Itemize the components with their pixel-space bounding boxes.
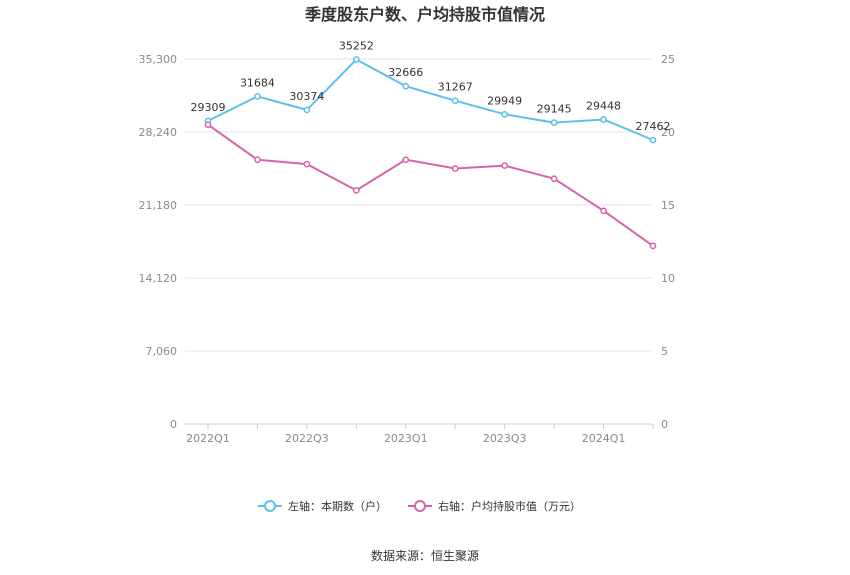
x-axis-tick-label: 2022Q1 (186, 432, 230, 445)
left-axis-tick-label: 28,240 (139, 126, 178, 139)
series-layer (204, 56, 657, 250)
data-label: 29145 (537, 103, 572, 116)
left-axis-tick-label: 7,060 (146, 345, 178, 358)
data-label: 27462 (636, 120, 671, 133)
axis-layer: 0 0 7,060 5 14,120 10 21,180 15 28,240 20 35,300 25… (139, 53, 676, 445)
legend-label: 右轴：户均持股市值（万元） (438, 499, 581, 513)
right-axis-tick-label: 25 (661, 53, 675, 66)
legend-swatch-marker (414, 500, 426, 512)
data-label: 35252 (339, 39, 374, 52)
data-label: 32666 (388, 66, 423, 79)
data-point[interactable] (254, 156, 261, 164)
data-label: 31684 (240, 76, 275, 89)
data-point[interactable] (204, 121, 212, 129)
legend[interactable]: 左轴：本期数（户） 右轴：户均持股市值（万元） (258, 499, 581, 513)
right-axis-tick-label: 10 (661, 272, 675, 285)
legend-swatch-marker (264, 500, 276, 512)
source-note: 数据来源：恒生聚源 (371, 548, 479, 563)
data-point[interactable] (600, 116, 607, 123)
data-label: 30374 (289, 90, 324, 103)
data-point[interactable] (402, 156, 410, 164)
x-axis-tick-label: 2023Q3 (483, 432, 527, 445)
data-point[interactable] (451, 165, 459, 172)
data-point[interactable] (600, 207, 607, 215)
legend-item-1[interactable]: 左轴：本期数（户） (258, 499, 387, 513)
data-point[interactable] (501, 162, 509, 169)
data-label: 31267 (438, 81, 473, 94)
data-point[interactable] (352, 56, 360, 63)
data-point[interactable] (649, 136, 657, 144)
label-layer: 29309 31684 30374 35252 32666 31267 29949 29145… (191, 39, 671, 133)
series-line-1 (207, 58, 654, 141)
grid-layer (185, 58, 652, 352)
chart-title: 季度股东户数、户均持股市值情况 (304, 5, 545, 24)
left-axis-tick-label: 14,120 (139, 272, 178, 285)
data-point[interactable] (550, 175, 558, 183)
legend-item-2[interactable]: 右轴：户均持股市值（万元） (408, 499, 581, 513)
data-label: 29309 (191, 101, 226, 114)
data-point[interactable] (303, 160, 311, 168)
x-axis-tick-label: 2024Q1 (582, 432, 626, 445)
data-point[interactable] (352, 187, 360, 194)
x-axis-tick-label: 2022Q3 (285, 432, 329, 445)
data-point[interactable] (550, 119, 558, 126)
left-axis-tick-label: 21,180 (139, 199, 178, 212)
right-axis-tick-label: 5 (661, 345, 668, 358)
series-line-2 (207, 123, 654, 247)
data-point[interactable] (451, 97, 459, 105)
right-axis-tick-label: 15 (661, 199, 675, 212)
right-axis-tick-label: 20 (661, 126, 675, 139)
x-axis-tick-label: 2023Q1 (384, 432, 428, 445)
left-axis-tick-label: 35,300 (139, 53, 178, 66)
data-label: 29448 (586, 100, 621, 113)
right-axis-tick-label: 0 (661, 418, 668, 431)
data-point[interactable] (402, 82, 410, 90)
data-point[interactable] (254, 93, 261, 100)
data-label: 29949 (487, 94, 522, 107)
data-point[interactable] (501, 110, 509, 118)
data-point[interactable] (303, 106, 311, 114)
legend-label: 左轴：本期数（户） (288, 499, 387, 513)
data-point[interactable] (649, 242, 657, 250)
left-axis-tick-label: 0 (170, 418, 177, 431)
